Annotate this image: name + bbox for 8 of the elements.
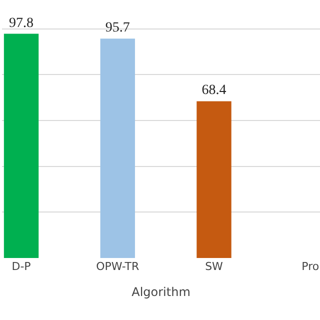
- x-axis-title: Algorithm: [132, 284, 190, 299]
- x-tick-label: SW: [205, 260, 224, 273]
- x-tick-label: Pro: [302, 260, 320, 273]
- x-tick-label: OPW-TR: [96, 260, 140, 273]
- x-tick-label: D-P: [12, 260, 32, 273]
- data-label: 97.8: [9, 16, 34, 31]
- data-label: 95.7: [105, 20, 130, 36]
- data-label: 68.4: [202, 83, 226, 98]
